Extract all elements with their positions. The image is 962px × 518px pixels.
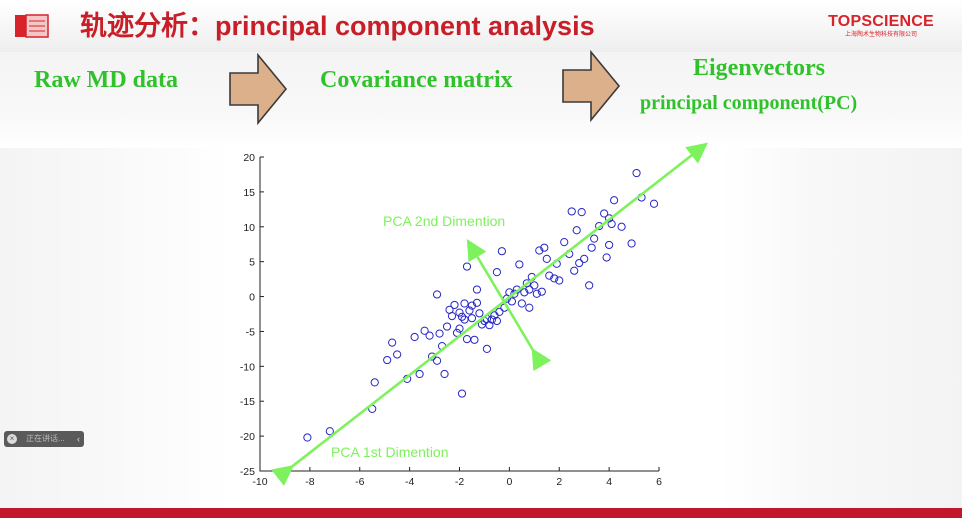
book-icon bbox=[15, 14, 49, 38]
pca-2nd-dimension-label: PCA 2nd Dimention bbox=[383, 213, 505, 229]
data-point bbox=[455, 308, 464, 317]
y-tick-label: -25 bbox=[240, 466, 255, 478]
pca-1st-dimension-arrow bbox=[271, 142, 708, 486]
data-point bbox=[383, 355, 392, 365]
x-tick-label: 4 bbox=[606, 476, 612, 488]
data-point bbox=[388, 338, 397, 347]
x-tick-label: -6 bbox=[355, 476, 364, 488]
slide-header: 轨迹分析：principal component analysis TOPSCI… bbox=[0, 0, 962, 52]
data-point bbox=[467, 314, 477, 323]
slide-title: 轨迹分析：principal component analysis bbox=[80, 11, 595, 41]
data-point bbox=[450, 300, 459, 310]
y-tick-label: 10 bbox=[243, 222, 255, 234]
data-point bbox=[632, 168, 641, 178]
data-point bbox=[580, 254, 589, 263]
data-point bbox=[482, 344, 492, 353]
logo-subtitle: 上海陶术生物科技有限公司 bbox=[844, 32, 917, 38]
x-tick-label: -4 bbox=[405, 476, 414, 488]
data-point bbox=[515, 260, 524, 269]
data-point bbox=[575, 258, 584, 268]
data-point bbox=[530, 281, 539, 290]
data-point bbox=[475, 309, 484, 318]
data-point bbox=[525, 303, 534, 312]
data-point bbox=[442, 322, 452, 331]
y-tick-label: 0 bbox=[249, 292, 255, 304]
data-point bbox=[517, 299, 526, 308]
y-tick-label: -10 bbox=[240, 361, 255, 373]
logo-wordmark: TOPSCIENCE bbox=[828, 13, 934, 30]
data-point bbox=[610, 196, 619, 205]
close-icon[interactable]: × bbox=[7, 434, 17, 444]
flow-background bbox=[0, 52, 962, 148]
pca-2nd-dimension-arrow bbox=[466, 239, 552, 372]
data-point bbox=[627, 239, 636, 248]
y-tick-label: 20 bbox=[243, 152, 255, 164]
flow-step-raw-md-data: Raw MD data bbox=[34, 67, 178, 93]
data-point bbox=[432, 290, 442, 299]
pca-1st-dimension-label: PCA 1st Dimention bbox=[331, 444, 449, 460]
data-point bbox=[605, 240, 614, 250]
data-point bbox=[497, 247, 506, 256]
speaker-indicator-bar[interactable]: × 正在讲话... ‹ bbox=[4, 431, 84, 447]
data-point bbox=[457, 389, 467, 398]
x-tick-label: -2 bbox=[455, 476, 464, 488]
y-tick-label: 15 bbox=[243, 187, 255, 199]
data-point bbox=[492, 268, 502, 277]
data-point bbox=[567, 207, 576, 216]
data-point bbox=[495, 307, 504, 317]
x-tick-label: 2 bbox=[556, 476, 562, 488]
data-point bbox=[303, 433, 312, 442]
y-tick-label: -5 bbox=[246, 326, 255, 338]
data-point bbox=[590, 234, 599, 243]
data-point bbox=[370, 378, 379, 387]
speaker-indicator-text: 正在讲话... bbox=[26, 434, 65, 443]
flow-step-eigenvectors: Eigenvectors bbox=[693, 55, 825, 81]
data-point bbox=[587, 243, 596, 252]
data-point bbox=[560, 238, 569, 247]
x-tick-label: 6 bbox=[656, 476, 662, 488]
y-tick-label: -15 bbox=[240, 396, 255, 408]
data-point bbox=[432, 356, 442, 365]
data-point bbox=[585, 281, 594, 290]
data-point bbox=[649, 199, 659, 208]
data-point bbox=[602, 253, 611, 262]
data-point bbox=[393, 350, 402, 359]
flow-step-principal-component: principal component(PC) bbox=[640, 92, 858, 114]
company-logo: TOPSCIENCE 上海陶术生物科技有限公司 bbox=[826, 13, 936, 41]
data-point bbox=[617, 222, 626, 231]
data-point bbox=[577, 208, 586, 217]
x-tick-label: -10 bbox=[252, 476, 267, 488]
data-point bbox=[472, 285, 482, 294]
data-point bbox=[570, 266, 579, 275]
data-point bbox=[410, 332, 419, 342]
flow-arrow-1 bbox=[229, 53, 288, 125]
flow-arrow-2 bbox=[562, 50, 621, 122]
data-point bbox=[460, 299, 469, 308]
y-tick-label: 5 bbox=[249, 257, 255, 269]
left-background-strip bbox=[0, 148, 230, 508]
data-point bbox=[435, 329, 444, 338]
pca-arrows: PCA 2nd Dimention PCA 1st Dimention bbox=[271, 142, 708, 486]
x-tick-label: 0 bbox=[506, 476, 512, 488]
data-point bbox=[415, 369, 424, 379]
data-point bbox=[462, 262, 472, 271]
data-point bbox=[440, 369, 449, 379]
data-point bbox=[455, 324, 464, 333]
flow-step-covariance-matrix: Covariance matrix bbox=[320, 67, 513, 93]
chart-points bbox=[303, 168, 659, 442]
data-point bbox=[470, 335, 479, 344]
data-point bbox=[542, 254, 551, 263]
bottom-accent-bar bbox=[0, 508, 962, 518]
x-tick-label: -8 bbox=[305, 476, 314, 488]
chevron-left-icon[interactable]: ‹ bbox=[77, 434, 80, 444]
data-point bbox=[447, 311, 457, 321]
y-tick-label: -20 bbox=[240, 431, 255, 443]
data-point bbox=[425, 331, 434, 340]
right-background-strip bbox=[720, 148, 962, 508]
data-point bbox=[462, 335, 472, 344]
data-point bbox=[572, 226, 581, 235]
